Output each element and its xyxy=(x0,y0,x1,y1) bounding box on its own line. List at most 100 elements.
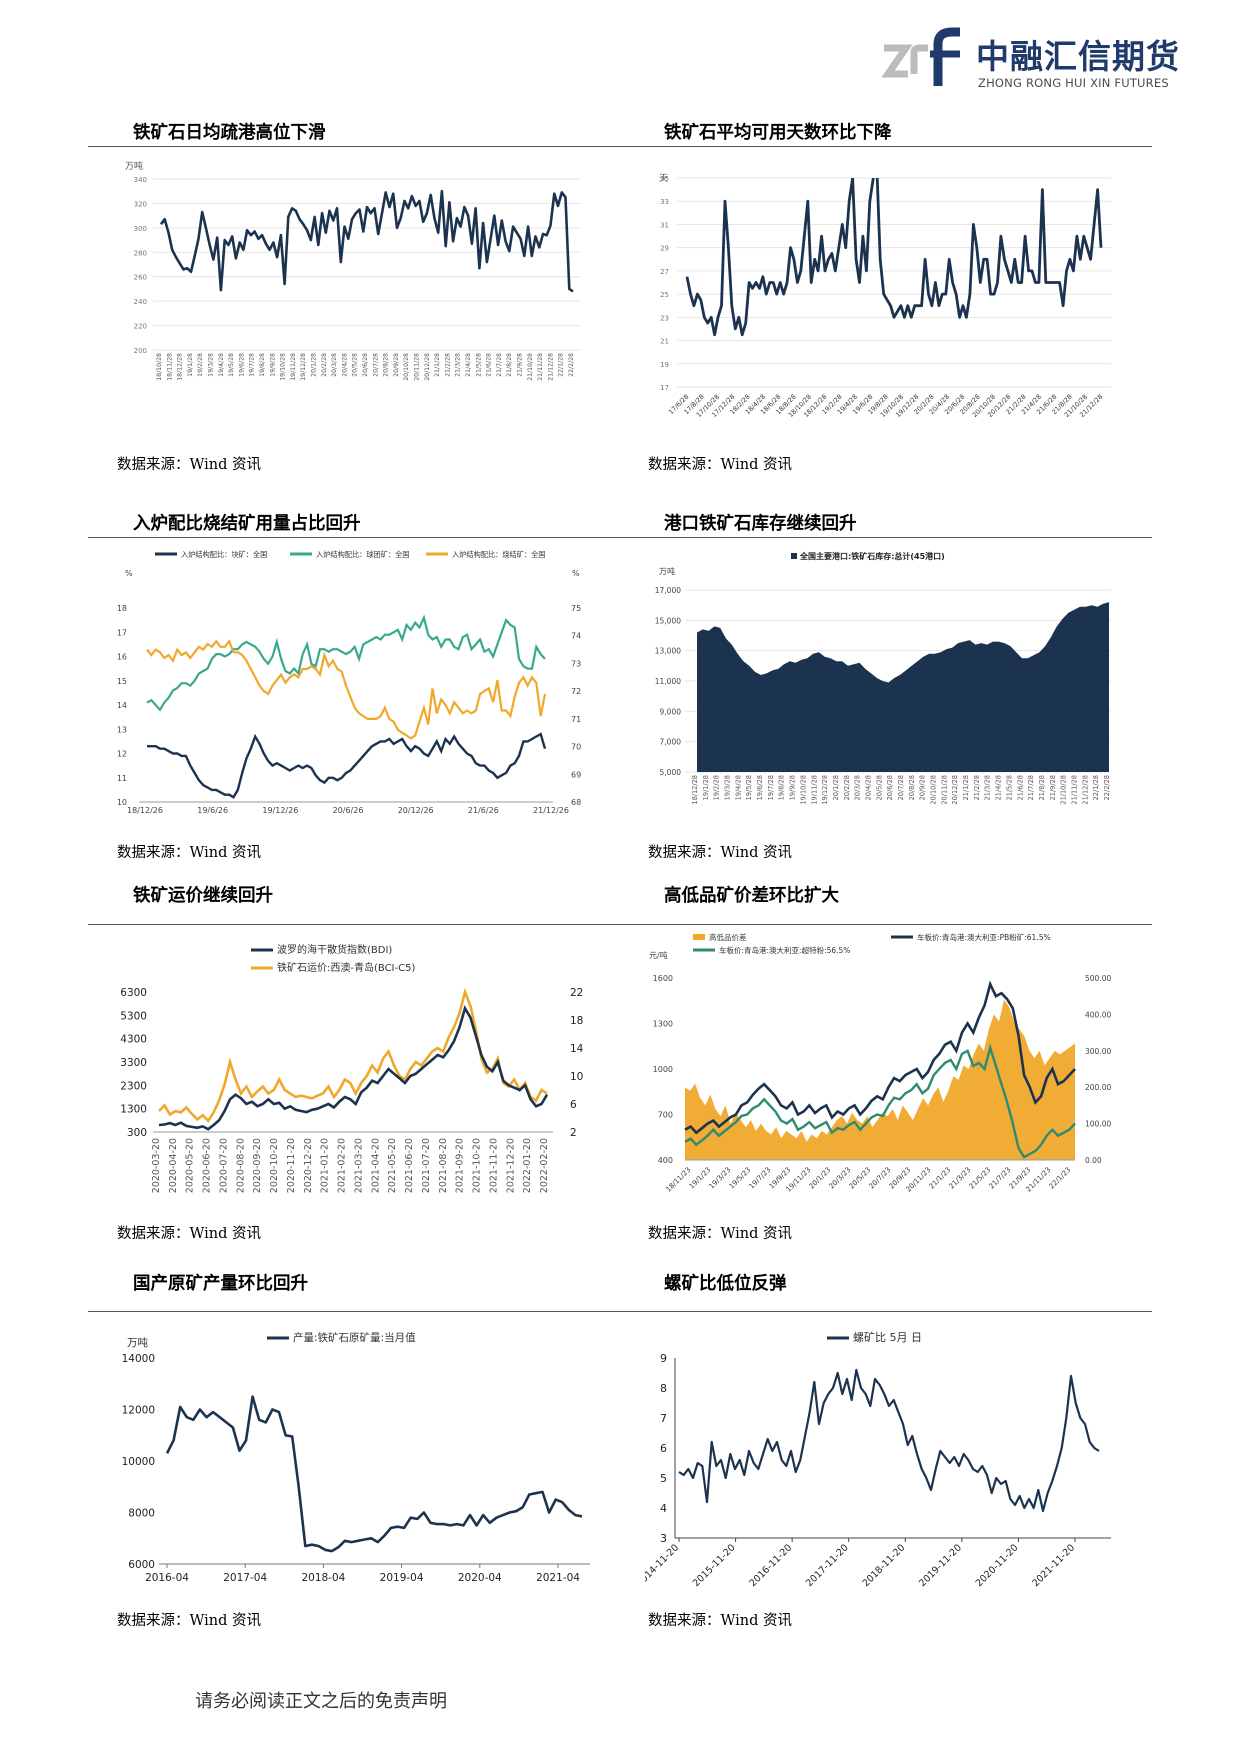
legend-label: 产量:铁矿石原矿量:当月值 xyxy=(293,1331,416,1344)
y-tick-label-right: 73 xyxy=(571,659,581,668)
x-tick-label: 2021-08-20 xyxy=(438,1138,449,1193)
x-tick-label: 19/10/28 xyxy=(280,353,287,381)
x-tick-label: 20/5/28 xyxy=(352,353,359,377)
section-rule-4 xyxy=(88,1311,1152,1312)
y-tick-label: 15,000 xyxy=(655,616,681,625)
x-tick-label: 22/1/28 xyxy=(1092,775,1100,800)
x-tick-label: 18/10/28 xyxy=(156,353,163,381)
x-tick-label: 19/6/28 xyxy=(756,775,764,800)
x-tick-label: 21/2/28 xyxy=(444,353,451,377)
legend-swatch xyxy=(693,934,705,940)
y-tick-label: 31 xyxy=(660,221,669,229)
x-tick-label: 2021-04-20 xyxy=(370,1138,381,1193)
x-tick-label: 20/4/28 xyxy=(341,353,348,377)
y-tick-label-left: 700 xyxy=(658,1111,673,1120)
x-tick-label: 20/11/28 xyxy=(940,775,948,805)
y-tick-label-right: 500.00 xyxy=(1085,974,1111,983)
x-tick-label: 2020-07-20 xyxy=(218,1138,229,1193)
x-tick-label: 2022-02-20 xyxy=(539,1138,550,1193)
y-tick-label: 5,000 xyxy=(660,768,682,777)
y-tick-label: 4 xyxy=(660,1502,667,1515)
x-tick-label: 21/6/28 xyxy=(486,353,493,377)
x-tick-label: 20/6/28 xyxy=(362,353,369,377)
x-tick-label: 18/12/26 xyxy=(127,806,163,815)
series-area-inventory xyxy=(697,602,1109,772)
y-axis-unit: 万吨 xyxy=(125,160,143,172)
y-tick-label: 7 xyxy=(660,1412,667,1425)
x-tick-label: 21/10/28 xyxy=(527,353,534,381)
series-line-bdi xyxy=(158,1005,549,1131)
x-tick-label: 21/7/28 xyxy=(1027,775,1035,800)
x-tick-label: 2020-11-20 xyxy=(286,1138,297,1193)
y-tick-label: 21 xyxy=(660,338,669,346)
y-tick-label: 11,000 xyxy=(655,677,681,686)
legend-label: 入炉结构配比：块矿：全国 xyxy=(181,550,267,559)
x-tick-label: 2021-09-20 xyxy=(455,1138,466,1193)
y-tick-label: 23 xyxy=(660,314,669,322)
chart-svg: 入炉结构配比：块矿：全国 入炉结构配比：球团矿：全国 入炉结构配比：烧结矿：全国%%… xyxy=(117,550,581,815)
y-tick-label-left: 13 xyxy=(117,725,127,734)
y-tick-label-left: 16 xyxy=(117,653,127,662)
x-tick-label: 20/10/28 xyxy=(930,775,938,805)
chart-rebar-ore-ratio: 螺矿比 5月 日 3 4 5 6 7 8 9 2014-11-20 2015-11-20 2016-… xyxy=(645,1315,1120,1600)
y-tick-label: 9 xyxy=(660,1352,667,1365)
y-tick-label: 27 xyxy=(660,268,669,276)
series-line-sinter xyxy=(146,639,547,740)
series-line-lump xyxy=(147,732,547,799)
section-title-7: 国产原矿产量环比回升 xyxy=(133,1274,308,1294)
x-tick-label: 2020-10-20 xyxy=(269,1138,280,1193)
series-line-c5 xyxy=(158,987,548,1123)
y-tick-label: 17,000 xyxy=(655,586,681,595)
y-tick-label-left: 1000 xyxy=(653,1065,673,1074)
company-logo: 中融汇信期货 ZHONG RONG HUI XIN FUTURES xyxy=(880,26,1180,96)
series-line-pb xyxy=(684,980,1076,1135)
x-tick-label: 21/8/28 xyxy=(1038,775,1046,800)
x-tick-label: 21/11/28 xyxy=(537,353,544,381)
x-tick-label: 21/7/28 xyxy=(496,353,503,377)
x-tick-label: 2021-06-20 xyxy=(404,1138,415,1193)
y-tick-label-left: 10 xyxy=(117,798,127,807)
logo-chinese-name: 中融汇信期货 xyxy=(976,37,1180,76)
x-tick-label: 22/2/28 xyxy=(568,353,575,377)
y-tick-label-left: 18 xyxy=(117,604,127,613)
x-tick-label: 21/4/28 xyxy=(465,353,472,377)
y-tick-label-right: 72 xyxy=(571,687,581,696)
x-tick-label: 20/8/28 xyxy=(908,775,916,800)
x-tick-label: 22/1/23 xyxy=(1048,1166,1073,1191)
y-tick-label: 280 xyxy=(134,249,147,257)
x-tick-label: 2020-09-20 xyxy=(252,1138,263,1193)
x-tick-label: 2020-05-20 xyxy=(185,1138,196,1193)
y-tick-label-right: 69 xyxy=(571,770,581,779)
y-axis-unit: 万吨 xyxy=(127,1336,148,1349)
y-tick-label-left: 3300 xyxy=(120,1057,147,1069)
x-tick-label: 2019-04 xyxy=(380,1572,424,1584)
y-tick-label-right: 10 xyxy=(570,1071,583,1083)
section-title-6: 高低品矿价差环比扩大 xyxy=(664,886,839,906)
chart-domestic-output: 万吨 产量:铁矿石原矿量:当月值 6000 8000 10000 12000 14000 20… xyxy=(115,1315,590,1600)
chart-furnace-ratio: 入炉结构配比：块矿：全国 入炉结构配比：球团矿：全国 入炉结构配比：烧结矿：全国%%… xyxy=(115,540,590,825)
y-tick-label-left: 1600 xyxy=(653,974,673,983)
x-tick-label: 20/1/28 xyxy=(832,775,840,800)
series-line-ratio xyxy=(678,1368,1100,1513)
legend-label: 入炉结构配比：球团矿：全国 xyxy=(316,550,409,559)
x-tick-label: 2021-05-20 xyxy=(387,1138,398,1193)
source-note-2: 数据来源：Wind 资讯 xyxy=(648,457,793,473)
y-tick-label: 6 xyxy=(660,1442,667,1455)
x-tick-label: 18/12/28 xyxy=(177,353,184,381)
x-tick-label: 2020-06-20 xyxy=(202,1138,213,1193)
y-tick-label-right: 74 xyxy=(571,632,581,641)
x-tick-label: 19/4/28 xyxy=(218,353,225,377)
y-tick-label: 9,000 xyxy=(660,707,682,716)
x-tick-label: 21/3/28 xyxy=(984,775,992,800)
source-note-7: 数据来源：Wind 资讯 xyxy=(117,1613,262,1629)
y-tick-label: 35 xyxy=(660,175,669,183)
y-tick-label-left: 12 xyxy=(117,750,127,759)
legend-label: 铁矿石运价:西澳-青岛(BCI-C5) xyxy=(277,961,415,974)
y-tick-label-right: 75 xyxy=(571,604,581,613)
y-tick-label-right: 0.00 xyxy=(1085,1156,1102,1165)
x-tick-label: 2021-07-20 xyxy=(421,1138,432,1193)
y-tick-label-left: 6300 xyxy=(120,987,147,999)
x-tick-label: 2019-11-20 xyxy=(917,1542,964,1589)
x-tick-label: 2021-11-20 xyxy=(1030,1542,1077,1589)
x-tick-label: 19/8/28 xyxy=(778,775,786,800)
